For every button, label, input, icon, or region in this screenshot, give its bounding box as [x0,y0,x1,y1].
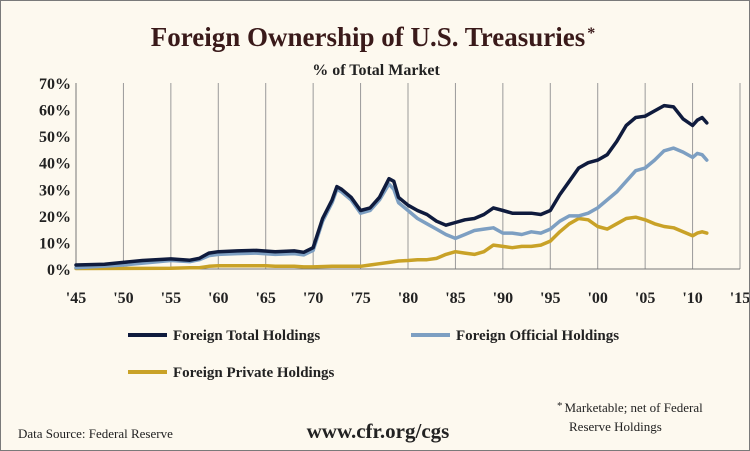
legend-label-total: Foreign Total Holdings [173,328,320,344]
x-tick-label: '50 [113,290,133,307]
x-tick-label: '80 [398,290,418,307]
series-line-total [74,103,709,267]
chart-subtitle: % of Total Market [312,62,440,79]
grid-lines [122,83,741,269]
x-tick-label: '70 [303,290,323,307]
legend-label-private: Foreign Private Holdings [173,365,335,381]
footnote-line-2: Reserve Holdings [569,419,662,434]
footnote-marker: * [557,400,563,412]
data-source: Data Source: Federal Reserve [18,426,173,441]
legend-item-official: Foreign Official Holdings [411,328,619,344]
y-tick-label: 70% [39,76,71,93]
x-tick-label: '60 [208,290,228,307]
source-url: www.cfr.org/cgs [307,419,450,443]
x-tick-label: '10 [682,290,702,307]
series-line-private [74,215,709,271]
y-tick-label: 60% [39,103,71,120]
series-line-official [74,146,709,270]
footnote: * Marketable; net of Federal Reserve Hold… [557,400,703,434]
x-tick-label: '95 [540,290,560,307]
x-tick-label: '85 [445,290,465,307]
chart-title-text: Foreign Ownership of U.S. Treasuries [151,22,586,52]
y-tick-label: 10% [39,235,71,252]
legend-item-private: Foreign Private Holdings [128,365,335,381]
x-tick-label: '75 [350,290,370,307]
x-tick-label: '45 [66,290,86,307]
y-tick-label: 40% [39,156,71,173]
x-axis-ticks: '45 '50 '55 '60 '65 '70 '75 '80 '85 '90 '95 '00 '05 '… [66,290,749,307]
series-lines [74,103,709,271]
footnote-line-1: * Marketable; net of Federal [557,400,703,415]
y-tick-label: 30% [39,182,71,199]
x-tick-label: '65 [255,290,275,307]
y-tick-label: 50% [39,129,71,146]
y-axis-ticks: 0% 10% 20% 30% 40% 50% 60% 70% [39,76,71,279]
y-tick-label: 20% [39,209,71,226]
legend-item-total: Foreign Total Holdings [128,328,320,344]
y-tick-label: 0% [47,262,71,279]
footnote-text-1: Marketable; net of Federal [565,400,704,415]
legend-label-official: Foreign Official Holdings [456,328,619,344]
x-tick-label: '05 [635,290,655,307]
x-tick-label: '00 [587,290,607,307]
chart-title: Foreign Ownership of U.S. Treasuries * [151,22,596,52]
chart-title-marker: * [587,25,595,42]
legend: Foreign Total Holdings Foreign Official … [128,328,619,381]
x-tick-label: '90 [493,290,513,307]
x-tick-label: '55 [161,290,181,307]
x-tick-label: '15 [730,290,749,307]
